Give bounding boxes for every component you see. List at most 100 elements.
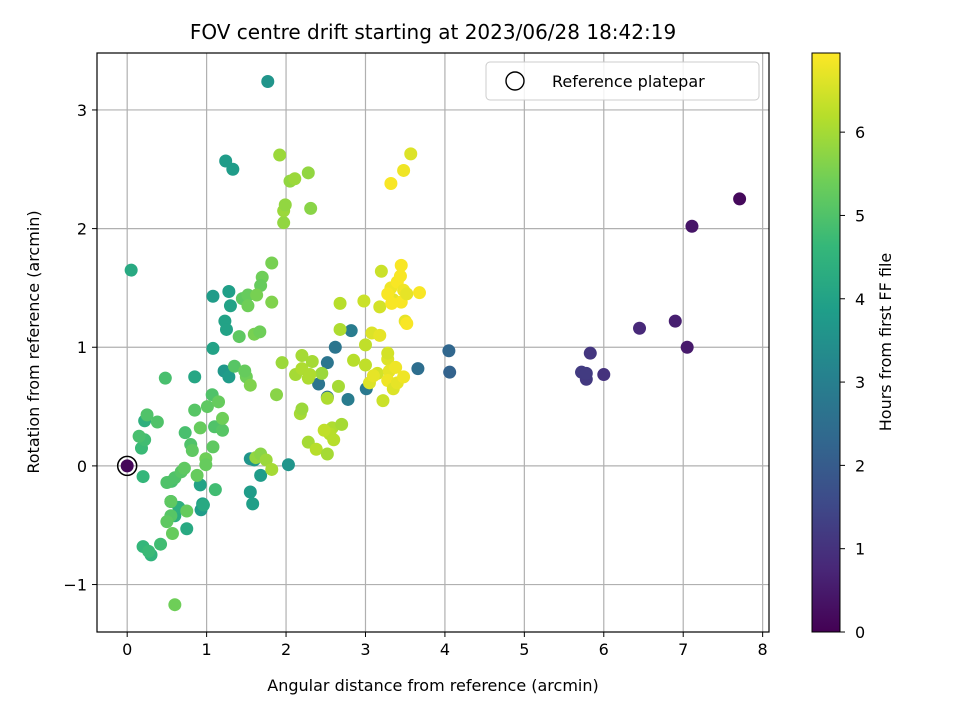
x-tick-label: 3 [360, 640, 370, 659]
data-point [400, 317, 414, 331]
data-point [132, 429, 146, 443]
data-point [347, 353, 361, 367]
y-tick-label: 0 [77, 457, 87, 476]
data-point [317, 423, 331, 437]
data-point [442, 344, 456, 358]
data-point [373, 328, 387, 342]
data-point [304, 201, 318, 215]
data-point [178, 426, 192, 440]
plot-frame [96, 52, 770, 633]
data-point [583, 346, 597, 360]
x-tick-label: 2 [281, 640, 291, 659]
colorbar-tick-label: 5 [855, 206, 865, 225]
data-point [333, 322, 347, 336]
data-point [180, 504, 194, 518]
data-point [164, 494, 178, 508]
data-point [120, 459, 134, 473]
data-point [680, 340, 694, 354]
x-tick-label: 6 [599, 640, 609, 659]
data-point [357, 294, 371, 308]
data-point [261, 74, 275, 88]
data-point [376, 394, 390, 408]
data-point [180, 522, 194, 536]
data-point [140, 408, 154, 422]
data-point [243, 378, 257, 392]
data-point [208, 483, 222, 497]
data-point [246, 497, 260, 511]
data-point [275, 356, 289, 370]
data-point [226, 162, 240, 176]
x-tick-label: 0 [122, 640, 132, 659]
y-tick-label: 3 [77, 101, 87, 120]
data-point [165, 527, 179, 541]
x-tick-label: 8 [758, 640, 768, 659]
data-point [373, 300, 387, 314]
y-tick-label: −1 [63, 576, 87, 595]
data-point [733, 192, 747, 206]
data-point [222, 284, 236, 298]
data-point [193, 421, 207, 435]
data-point [331, 379, 345, 393]
data-point [374, 264, 388, 278]
data-point [206, 440, 220, 454]
x-tick-label: 4 [440, 640, 450, 659]
y-tick-label: 2 [77, 220, 87, 239]
data-point [303, 368, 317, 382]
data-point [241, 299, 255, 313]
data-point [404, 147, 418, 161]
data-point [227, 359, 241, 373]
data-point [344, 324, 358, 338]
data-point [160, 515, 174, 529]
data-point [190, 468, 204, 482]
data-point [443, 365, 457, 379]
data-point [668, 314, 682, 328]
colorbar-tick-label: 6 [855, 123, 865, 142]
data-point [320, 447, 334, 461]
data-point [305, 354, 319, 368]
y-tick-label: 1 [77, 338, 87, 357]
data-point [199, 458, 213, 472]
data-point [223, 299, 237, 313]
data-point [232, 330, 246, 344]
data-point [265, 462, 279, 476]
data-point [216, 411, 230, 425]
colorbar-label: Hours from first FF file [876, 253, 895, 432]
x-tick-label: 7 [678, 640, 688, 659]
data-point [341, 392, 355, 406]
data-point [397, 163, 411, 177]
data-point [393, 269, 407, 283]
data-point [335, 417, 349, 431]
data-point [312, 377, 326, 391]
data-point [270, 388, 284, 402]
data-point [250, 288, 264, 302]
grid [97, 53, 769, 632]
data-point [238, 364, 252, 378]
data-point [177, 461, 191, 475]
data-point [328, 340, 342, 354]
data-point [288, 172, 302, 186]
data-point [188, 370, 202, 384]
data-point [273, 148, 287, 162]
data-point [277, 216, 291, 230]
data-point [400, 287, 414, 301]
y-axis-ticks: −1 0 1 2 3 [63, 101, 97, 595]
chart-title: FOV centre drift starting at 2023/06/28 … [190, 20, 676, 44]
colorbar-tick-label: 4 [855, 290, 865, 309]
data-point [389, 360, 403, 374]
data-point [685, 219, 699, 233]
data-point [136, 470, 150, 484]
colorbar [811, 52, 841, 633]
data-point [265, 256, 279, 270]
legend: Reference platepar [485, 61, 760, 101]
reference-platepar-marker [116, 455, 138, 477]
data-point [301, 166, 315, 180]
x-axis-label: Angular distance from reference (arcmin) [267, 676, 598, 695]
data-point [150, 415, 164, 429]
x-tick-label: 1 [202, 640, 212, 659]
data-point [381, 346, 395, 360]
data-point [385, 296, 399, 310]
data-point [259, 453, 273, 467]
data-point [394, 258, 408, 272]
data-point [384, 177, 398, 191]
data-point [397, 370, 411, 384]
